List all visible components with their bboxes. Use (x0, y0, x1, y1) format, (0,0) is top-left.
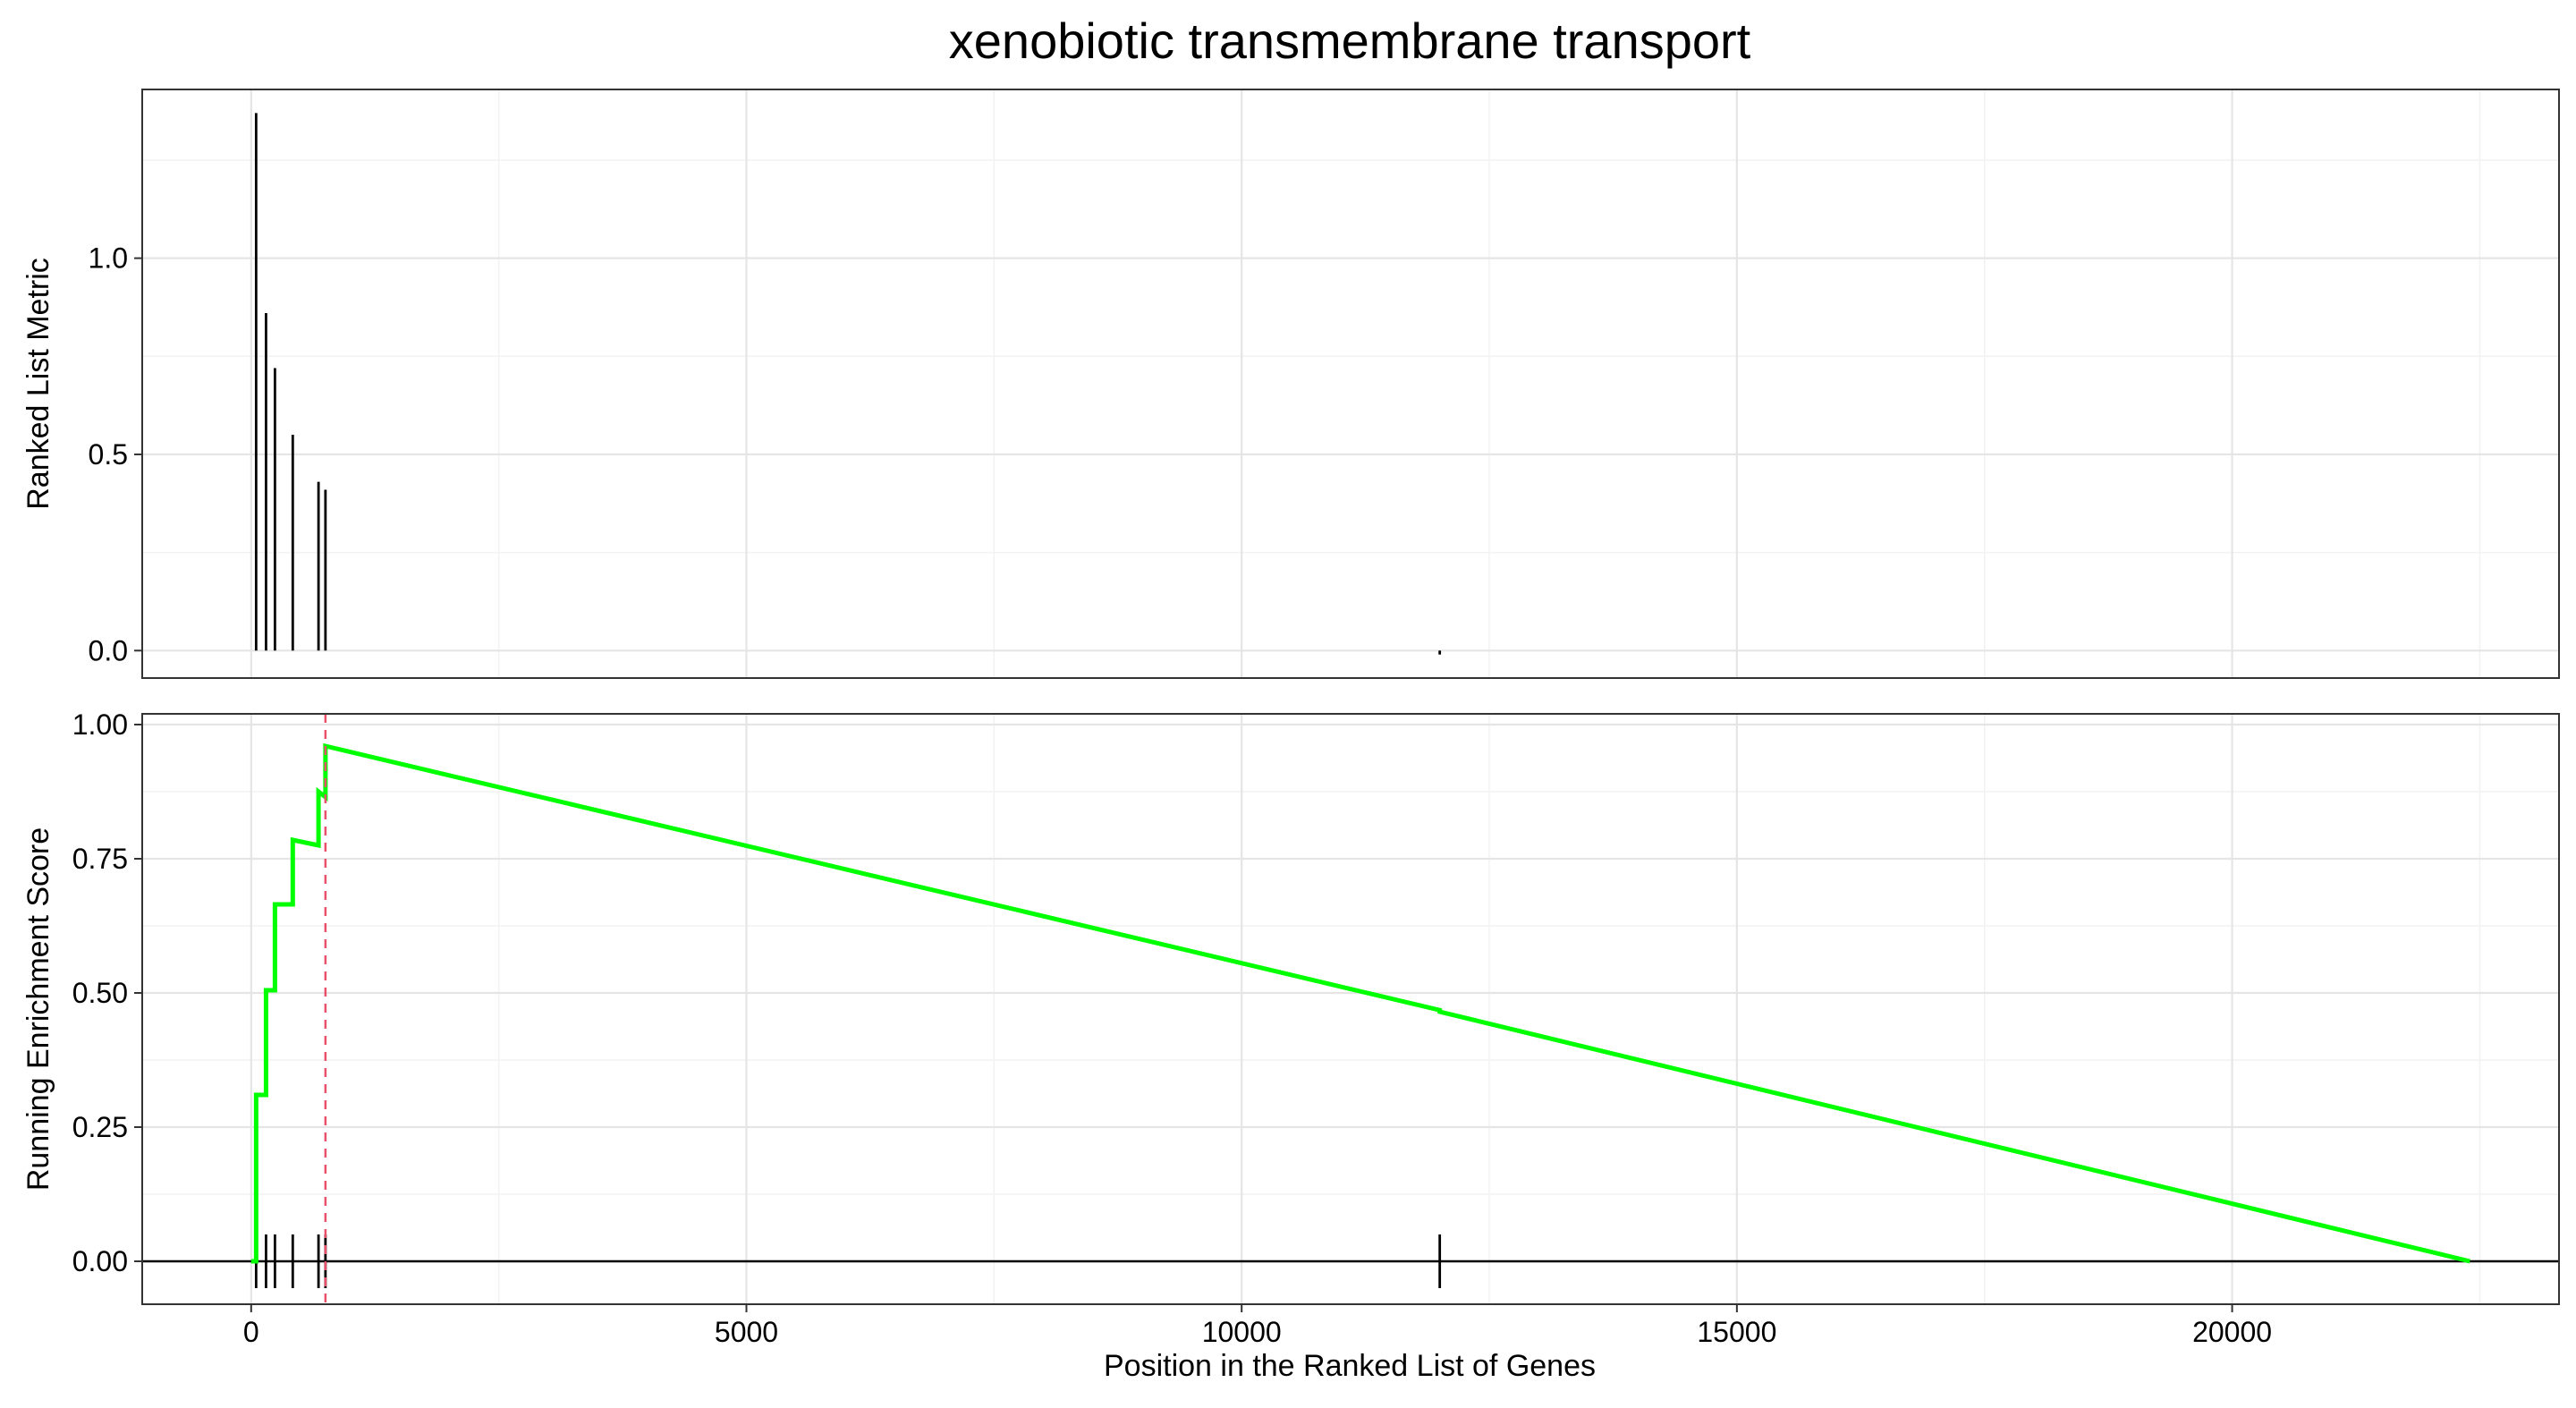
chart-title: xenobiotic transmembrane transport (949, 13, 1751, 69)
top-panel-border (141, 89, 2560, 679)
top-y-axis-label: Ranked List Metric (21, 258, 55, 510)
top-y-tick-label: 1.0 (89, 242, 128, 275)
bottom-panel-border (141, 713, 2560, 1305)
x-tick-label: 10000 (1202, 1316, 1282, 1348)
bottom-panel-background (142, 714, 2559, 1304)
running-enrichment-panel: 0.00 0.25 0.50 0.75 1.00 Running Enrichment … (21, 708, 2560, 1305)
x-axis: 0 5000 10000 15000 20000 (243, 1304, 2272, 1348)
x-axis-label: Position in the Ranked List of Genes (1104, 1349, 1596, 1383)
bottom-y-tick-label: 0.25 (72, 1111, 128, 1143)
ranked-list-metric-panel: 0.0 0.5 1.0 Ranked List Metric (21, 89, 2560, 679)
running-enrichment-curve (250, 742, 2470, 1264)
top-y-tick-label: 0.5 (89, 438, 128, 471)
bottom-y-tick-label: 0.00 (72, 1245, 128, 1277)
x-tick-label: 5000 (715, 1316, 778, 1348)
top-panel-background (142, 89, 2559, 678)
bottom-y-tick-label: 0.50 (72, 977, 128, 1009)
bottom-y-tick-label: 1.00 (72, 708, 128, 741)
x-tick-label: 20000 (2192, 1316, 2272, 1348)
bottom-y-axis-label: Running Enrichment Score (21, 827, 55, 1191)
x-tick-label: 15000 (1697, 1316, 1776, 1348)
x-tick-label: 0 (243, 1316, 259, 1348)
top-y-tick-label: 0.0 (89, 634, 128, 666)
bottom-y-tick-label: 0.75 (72, 843, 128, 875)
